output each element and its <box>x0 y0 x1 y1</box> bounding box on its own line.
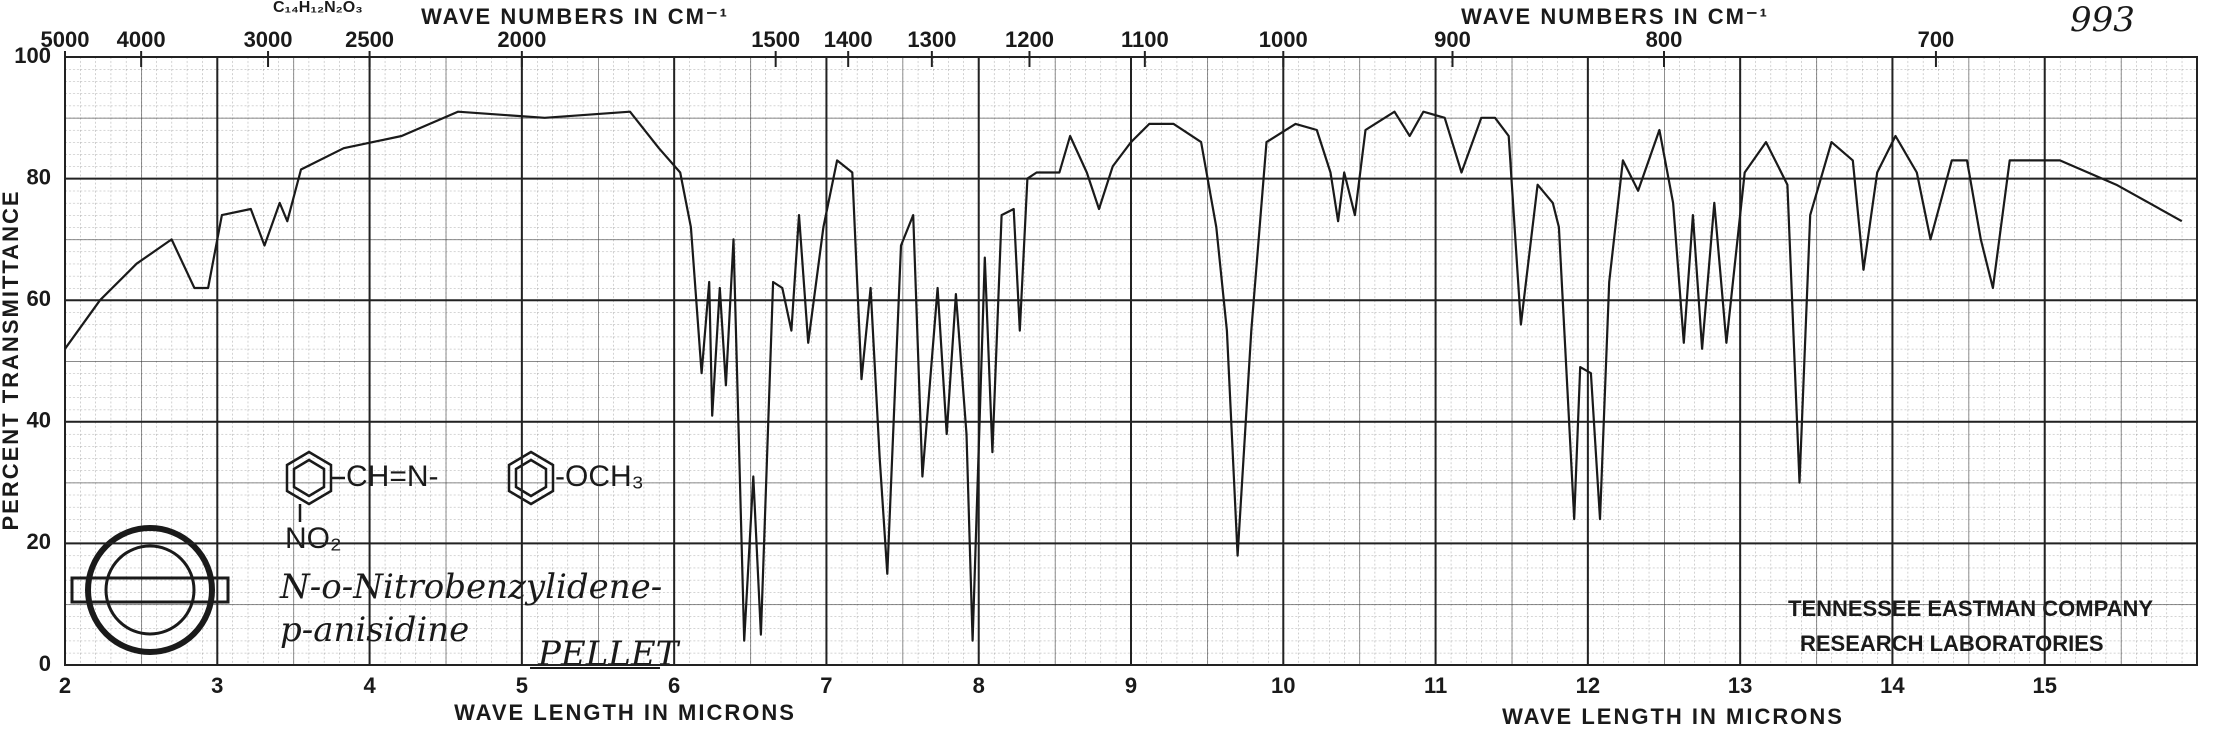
y-tick-label: 100 <box>14 43 51 68</box>
x-tick-label: 12 <box>1576 673 1600 698</box>
x-axis-label: WAVE LENGTH IN MICRONS <box>1502 704 1844 729</box>
x2-tick-label: 1500 <box>751 27 800 52</box>
x-tick-label: 8 <box>973 673 985 698</box>
x2-tick-label: 1400 <box>824 27 873 52</box>
benzene-ring <box>507 450 555 506</box>
structure-text: -OCH₃ <box>555 460 644 493</box>
structure-text: CH=N- <box>346 460 439 493</box>
x2-tick-label: 4000 <box>117 27 166 52</box>
x-tick-label: 10 <box>1271 673 1295 698</box>
logo-ring <box>85 525 215 655</box>
lab: RESEARCH LABORATORIES <box>1800 631 2104 656</box>
x-tick-label: 7 <box>820 673 832 698</box>
logo <box>70 525 230 655</box>
x2-tick-label: 3000 <box>244 27 293 52</box>
x2-tick-label: 5000 <box>41 27 90 52</box>
y-tick-label: 0 <box>39 651 51 676</box>
compound-name: p-anisidine <box>280 610 469 650</box>
y-tick-label: 60 <box>27 286 51 311</box>
spectrum-number: 993 <box>2070 0 2135 40</box>
x2-tick-label: 1200 <box>1005 27 1054 52</box>
x-tick-label: 14 <box>1880 673 1905 698</box>
logo-band <box>70 576 230 604</box>
x2-axis-label: WAVE NUMBERS IN CM⁻¹ <box>421 4 729 29</box>
company: TENNESSEE EASTMAN COMPANY <box>1788 596 2153 621</box>
structure <box>285 450 555 522</box>
x-tick-label: 3 <box>211 673 223 698</box>
logo-ring <box>104 544 196 636</box>
y-tick-label: 40 <box>27 408 51 433</box>
x2-tick-label: 1000 <box>1259 27 1308 52</box>
benzene-ring <box>514 458 548 498</box>
x-tick-label: 9 <box>1125 673 1137 698</box>
y-axis-label: PERCENT TRANSMITTANCE <box>0 189 23 530</box>
x2-tick-label: 1300 <box>907 27 956 52</box>
x-tick-label: 6 <box>668 673 680 698</box>
formula: C₁₄H₁₂N₂O₃ <box>273 0 363 16</box>
x-tick-label: 13 <box>1728 673 1752 698</box>
x2-axis-label: WAVE NUMBERS IN CM⁻¹ <box>1461 4 1769 29</box>
x-tick-label: 4 <box>363 673 376 698</box>
compound-name: N-o-Nitrobenzylidene- <box>279 567 662 607</box>
y-tick-label: 80 <box>27 164 51 189</box>
x-tick-label: 15 <box>2032 673 2056 698</box>
x2-tick-label: 2000 <box>497 27 546 52</box>
x2-tick-label: 800 <box>1646 27 1683 52</box>
benzene-ring <box>285 450 333 506</box>
y-tick-label: 20 <box>27 529 51 554</box>
x-tick-label: 11 <box>1424 673 1447 698</box>
x-tick-label: 5 <box>516 673 528 698</box>
structure-text: NO₂ <box>285 522 342 555</box>
x-axis-label: WAVE LENGTH IN MICRONS <box>454 700 796 725</box>
x2-tick-label: 900 <box>1434 27 1471 52</box>
x2-tick-label: 1100 <box>1121 27 1169 52</box>
x-tick-label: 2 <box>59 673 71 698</box>
spectrum-line <box>64 110 2183 642</box>
x2-tick-label: 2500 <box>345 27 394 52</box>
benzene-ring <box>292 458 326 498</box>
x2-tick-label: 700 <box>1918 27 1955 52</box>
